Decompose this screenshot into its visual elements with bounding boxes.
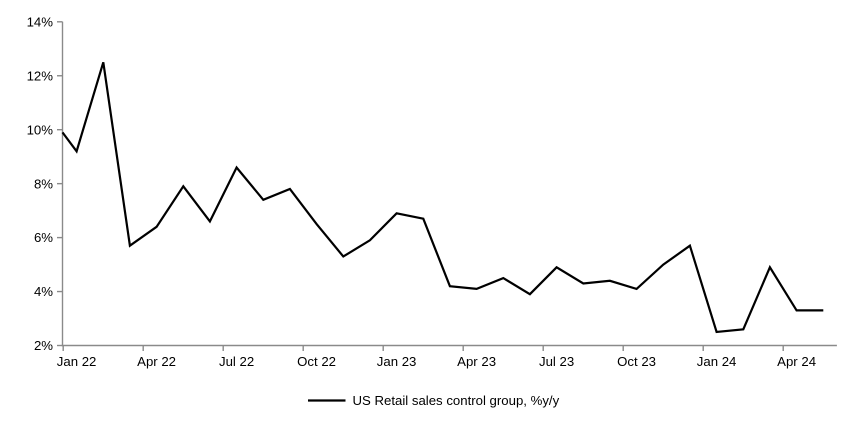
x-axis-tick-label: Apr 22 [137,354,176,369]
x-axis-tick-label: Oct 22 [297,354,336,369]
y-axis-tick-label: 10% [27,122,54,137]
x-axis-tick-label: Jan 23 [377,354,417,369]
y-axis-tick-label: 12% [27,68,54,83]
x-axis-tick-label: Apr 24 [777,354,816,369]
x-axis-tick-label: Jul 23 [539,354,574,369]
y-axis-tick-label: 8% [34,176,53,191]
x-axis-tick-label: Apr 23 [457,354,496,369]
y-axis-tick-label: 4% [34,284,53,299]
y-axis-tick-label: 2% [34,338,53,353]
x-axis-tick-label: Oct 23 [617,354,656,369]
x-axis-tick-label: Jan 24 [697,354,737,369]
x-axis-tick-label: Jan 22 [57,354,97,369]
legend-label: US Retail sales control group, %y/y [353,393,560,408]
y-axis-tick-label: 6% [34,230,53,245]
x-axis-tick-label: Jul 22 [219,354,254,369]
series-line [61,61,824,334]
y-axis-tick-label: 14% [27,14,54,29]
